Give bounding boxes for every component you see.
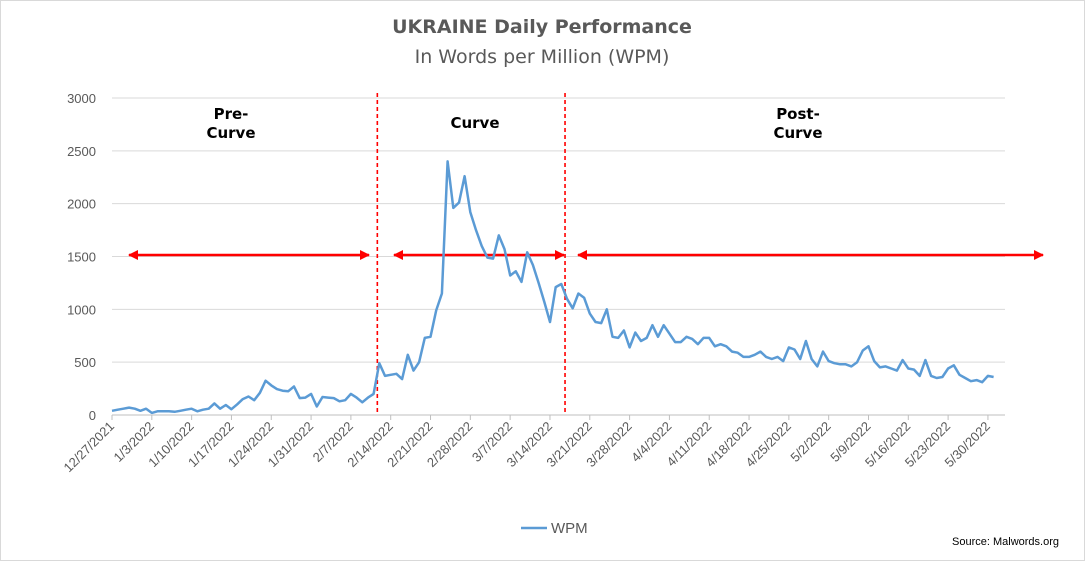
region-dividers xyxy=(376,93,566,415)
y-tick-label: 2500 xyxy=(67,144,96,159)
x-axis-ticks: 12/27/20211/3/20221/10/20221/17/20221/24… xyxy=(60,415,993,475)
annotation-line: Curve xyxy=(206,124,255,142)
chart-title: UKRAINE Daily Performance xyxy=(392,16,692,38)
y-tick-label: 1500 xyxy=(67,250,96,265)
annotation-pre-curve: Pre-Curve xyxy=(206,105,255,142)
annotation-curve: Curve xyxy=(450,114,499,132)
y-tick-label: 2000 xyxy=(67,197,96,212)
annotation-line: Post- xyxy=(776,105,820,123)
y-tick-label: 3000 xyxy=(67,91,96,106)
source-note: Source: Malwords.org xyxy=(952,536,1059,548)
annotation-post-curve: Post-Curve xyxy=(773,105,822,142)
legend-label-wpm: WPM xyxy=(551,520,588,537)
annotation-pre-curve-label: Pre-Curve xyxy=(206,105,255,142)
y-tick-label: 1000 xyxy=(67,302,96,317)
annotation-curve-label: Curve xyxy=(450,114,499,132)
annotation-line: Curve xyxy=(450,114,499,132)
y-axis-ticks: 0 500 1000 1500 2000 2500 3000 xyxy=(67,91,96,423)
chart-subtitle: In Words per Million (WPM) xyxy=(415,46,670,68)
x-tick-label: 5/2/2022 xyxy=(787,419,833,465)
annotation-line: Curve xyxy=(773,124,822,142)
legend: WPM xyxy=(521,520,588,537)
series-line-wpm xyxy=(111,160,994,415)
annotation-post-curve-label: Post-Curve xyxy=(773,105,822,142)
y-tick-label: 0 xyxy=(89,408,96,423)
x-tick-label: 12/27/2021 xyxy=(60,419,117,476)
y-tick-label: 500 xyxy=(74,355,96,370)
annotation-line: Pre- xyxy=(214,105,249,123)
